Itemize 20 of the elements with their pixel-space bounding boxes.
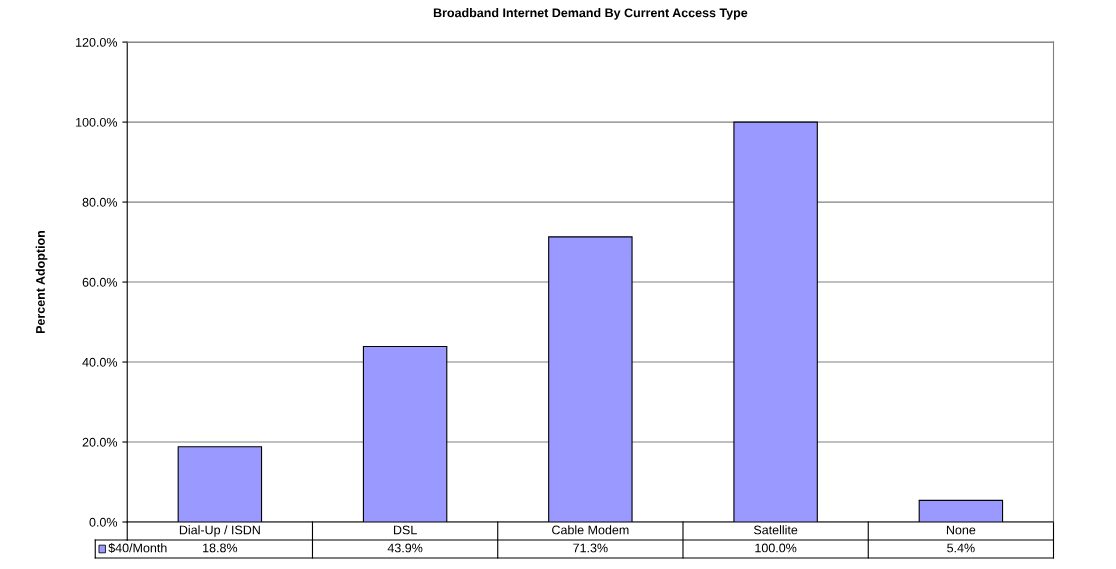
x-tick-label: Satellite	[753, 525, 798, 535]
x-tick-label: None	[946, 525, 976, 535]
data-label: 5.4%	[947, 543, 975, 553]
y-tick-label: 100.0%	[76, 117, 118, 127]
y-tick-label: 40.0%	[82, 357, 118, 367]
y-tick-label: 0.0%	[89, 517, 118, 527]
x-tick-label: DSL	[393, 525, 417, 535]
y-tick-label: 20.0%	[82, 437, 118, 447]
chart-title: Broadband Internet Demand By Current Access Type	[433, 8, 748, 20]
y-tick-label: 80.0%	[82, 197, 118, 207]
data-label: 18.8%	[203, 543, 238, 553]
y-axis-title: Percent Adoption	[35, 230, 48, 334]
data-label: 100.0%	[755, 543, 797, 553]
legend-label: $40/Month	[108, 542, 167, 554]
y-tick-label: 120.0%	[76, 37, 118, 47]
data-label: 43.9%	[387, 543, 423, 553]
x-tick-label: Cable Modem	[552, 525, 629, 535]
data-label: 71.3%	[573, 543, 608, 553]
y-tick-label: 60.0%	[82, 277, 118, 287]
x-tick-label: Dial-Up / ISDN	[179, 525, 260, 537]
